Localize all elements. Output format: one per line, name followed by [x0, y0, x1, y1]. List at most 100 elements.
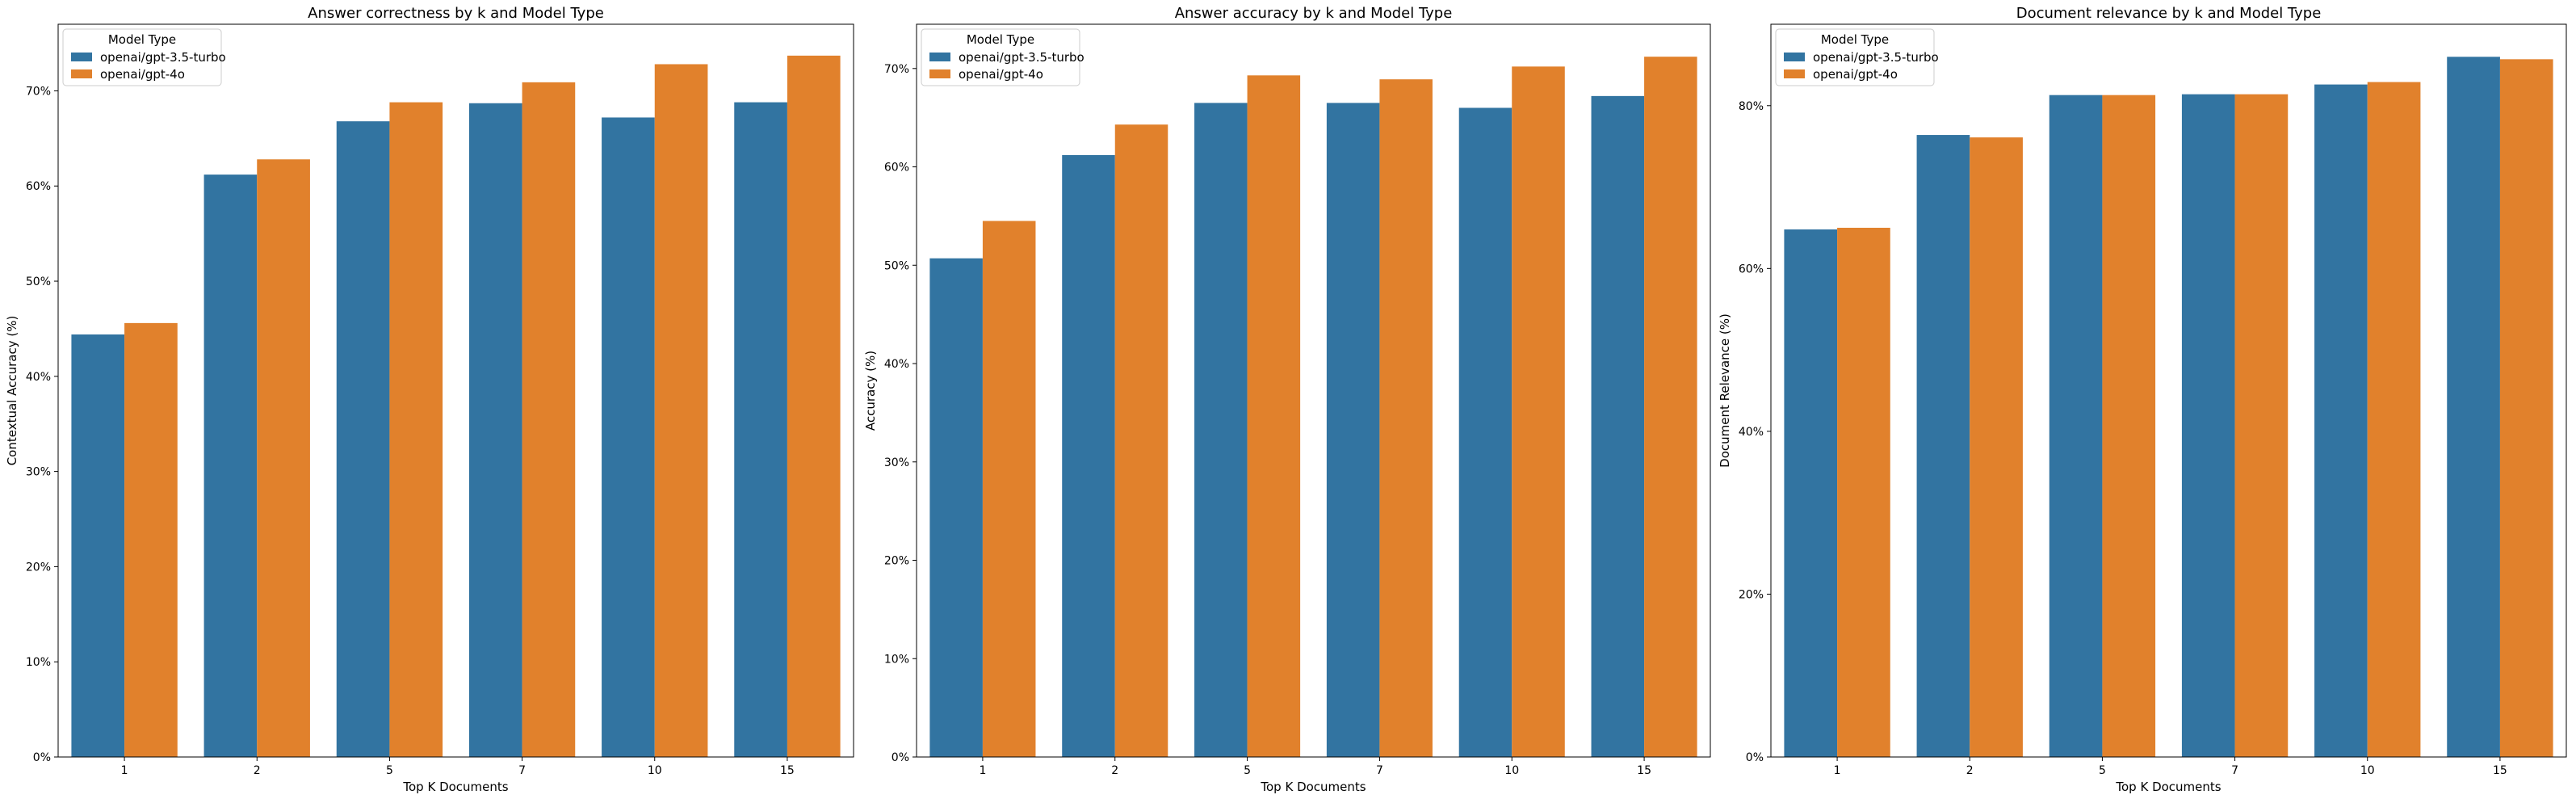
axes-frame [57, 23, 854, 758]
bar-gpt35-k10 [2314, 84, 2368, 757]
x-tick-label: 7 [518, 764, 526, 777]
x-tick-label: 1 [979, 764, 986, 777]
y-tick-label: 20% [26, 561, 51, 574]
bar-gpt4o-k10 [654, 64, 708, 758]
y-tick-label: 30% [26, 466, 51, 479]
y-axis-label: Contextual Accuracy (%) [5, 316, 19, 466]
bar-gpt35-k15 [734, 102, 787, 758]
legend-entry: openai/gpt-4o [100, 67, 185, 82]
x-tick-label: 5 [386, 764, 393, 777]
legend-swatch [71, 53, 92, 61]
chart-title: Document relevance by k and Model Type [2016, 5, 2322, 22]
x-axis-label: Top K Documents [2115, 780, 2221, 794]
bar-gpt35-k7 [2181, 94, 2235, 758]
y-tick-label: 20% [884, 555, 909, 568]
bar-gpt35-k5 [1194, 103, 1248, 757]
bar-gpt35-k10 [1458, 107, 1512, 758]
y-axis-label: Document Relevance (%) [1718, 313, 1732, 468]
x-tick-label: 1 [121, 764, 128, 777]
bar-gpt4o-k7 [1379, 79, 1433, 758]
x-tick-label: 10 [1504, 764, 1519, 777]
bar-gpt35-k5 [2049, 95, 2103, 758]
bar-gpt35-k7 [1326, 103, 1380, 757]
legend: Model Type openai/gpt-3.5-turbo openai/gpt… [921, 28, 1085, 86]
bar-gpt4o-k5 [2102, 95, 2156, 758]
bar-gpt35-k15 [1591, 95, 1645, 758]
legend-title: Model Type [108, 32, 176, 47]
x-tick-label: 2 [254, 764, 261, 777]
x-tick-label: 5 [1244, 764, 1251, 777]
legend-swatch [929, 53, 950, 61]
y-tick-label: 40% [1739, 426, 1764, 439]
bar-gpt35-k1 [929, 258, 983, 757]
y-tick-label: 0% [892, 751, 909, 764]
axes-frame [1770, 23, 2567, 758]
legend-box [62, 28, 222, 86]
x-tick-label: 2 [1966, 764, 1974, 777]
x-axis-label: Top K Documents [1260, 780, 1366, 794]
x-tick-label: 15 [1637, 764, 1651, 777]
bar-gpt4o-k1 [124, 322, 178, 757]
chart-title: Answer correctness by k and Model Type [308, 5, 604, 22]
y-tick-label: 70% [26, 85, 51, 98]
x-tick-label: 2 [1111, 764, 1118, 777]
y-tick-label: 10% [884, 653, 909, 666]
y-tick-label: 40% [884, 358, 909, 371]
legend-entry: openai/gpt-3.5-turbo [959, 50, 1085, 65]
y-tick-label: 30% [884, 456, 909, 469]
chart-panel-3: 1 2 5 7 10 15 0% 20% 40% 60% 80% Document relevance… [1718, 5, 2567, 794]
bar-gpt35-k10 [602, 117, 655, 757]
chart-panel-1: 1 2 5 7 10 15 0% 10% 20% 30% 40% 50% 60% 70% Answer co… [5, 5, 854, 794]
legend: Model Type openai/gpt-3.5-turbo openai/gpt… [62, 28, 226, 86]
legend-swatch [1784, 53, 1805, 61]
y-tick-label: 60% [884, 162, 909, 175]
y-tick-label: 60% [26, 180, 51, 193]
y-tick-label: 60% [1739, 263, 1764, 275]
legend-title: Model Type [1821, 32, 1889, 47]
bar-gpt4o-k2 [257, 159, 310, 757]
bar-gpt35-k7 [468, 103, 522, 757]
x-tick-label: 7 [1376, 764, 1383, 777]
y-tick-label: 40% [26, 371, 51, 384]
bar-gpt35-k1 [1784, 229, 1838, 758]
chart-title: Answer accuracy by k and Model Type [1175, 5, 1453, 22]
legend-box [1775, 28, 1935, 86]
y-tick-label: 70% [884, 63, 909, 76]
y-tick-label: 20% [1739, 588, 1764, 601]
bar-gpt4o-k7 [2234, 94, 2289, 758]
y-tick-label: 10% [26, 656, 51, 669]
bar-gpt4o-k7 [522, 82, 576, 758]
bar-gpt35-k15 [2447, 57, 2500, 757]
legend-swatch [929, 69, 950, 78]
bar-gpt35-k1 [71, 334, 125, 757]
legend-entry: openai/gpt-3.5-turbo [1813, 50, 1939, 65]
y-tick-label: 80% [1739, 100, 1764, 113]
axes-frame [916, 23, 1711, 758]
x-tick-label: 5 [2099, 764, 2106, 777]
bar-gpt4o-k2 [1970, 137, 2023, 757]
x-axis-label: Top K Documents [402, 780, 508, 794]
x-tick-label: 1 [1834, 764, 1841, 777]
bar-gpt4o-k10 [1512, 66, 1565, 758]
bar-gpt4o-k15 [1644, 57, 1697, 758]
y-tick-label: 50% [26, 275, 51, 288]
x-tick-label: 10 [2360, 764, 2375, 777]
bar-gpt35-k2 [1916, 135, 1970, 757]
bar-gpt4o-k1 [1837, 227, 1890, 757]
bar-gpt4o-k15 [787, 55, 841, 758]
y-tick-label: 50% [884, 259, 909, 272]
y-tick-label: 0% [1746, 751, 1764, 764]
legend-title: Model Type [967, 32, 1034, 47]
bar-gpt35-k5 [336, 121, 390, 757]
y-axis-label: Accuracy (%) [863, 351, 878, 431]
legend: Model Type openai/gpt-3.5-turbo openai/gpt… [1775, 28, 1939, 86]
legend-swatch [1784, 69, 1805, 78]
x-tick-label: 7 [2231, 764, 2238, 777]
bar-gpt4o-k5 [1247, 75, 1301, 757]
legend-box [921, 28, 1080, 86]
x-tick-label: 15 [780, 764, 795, 777]
x-tick-label: 15 [2493, 764, 2507, 777]
bar-gpt4o-k1 [982, 221, 1036, 757]
x-tick-label: 10 [648, 764, 662, 777]
